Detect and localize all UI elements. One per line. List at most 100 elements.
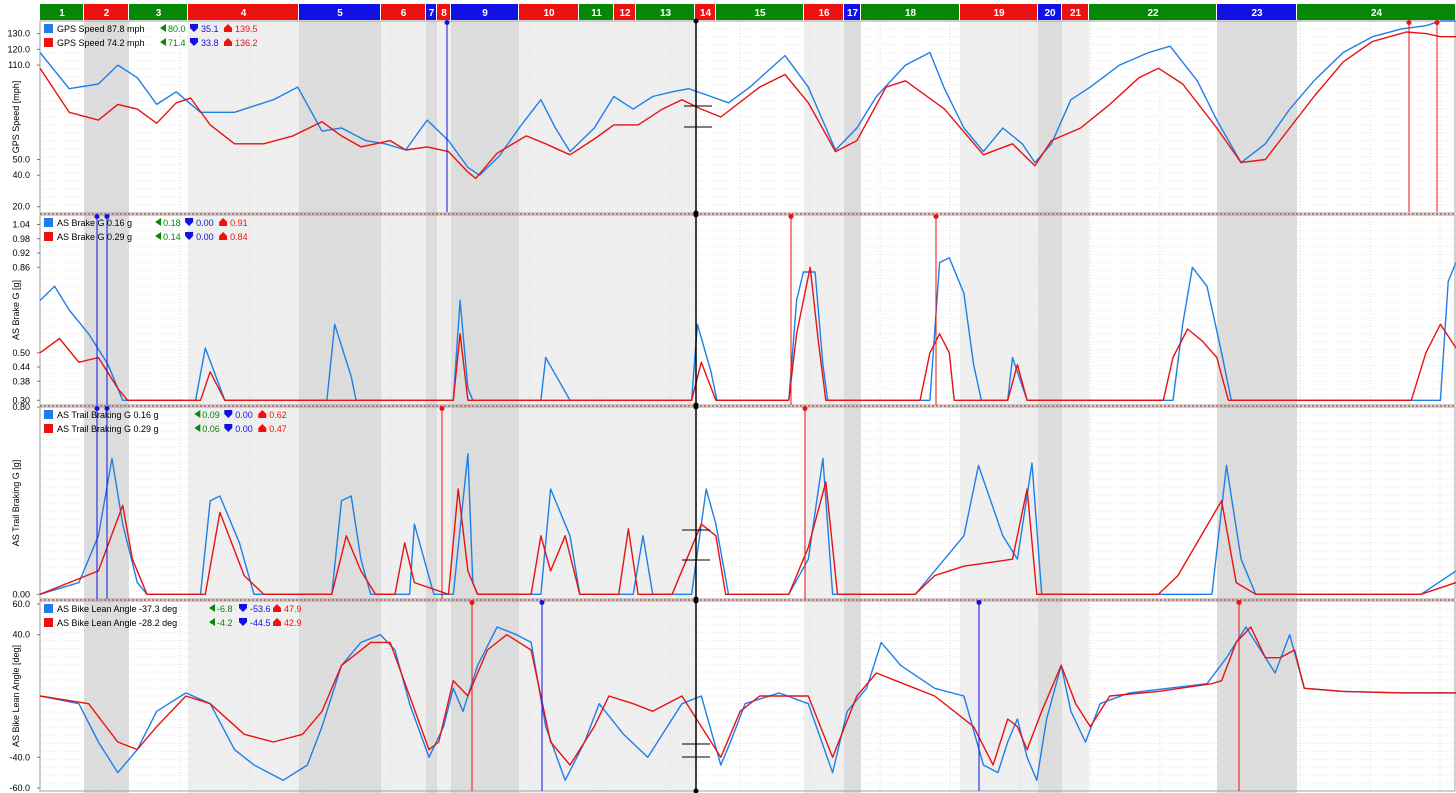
y-axis-title: AS Bike Lean Angle [deg] xyxy=(11,645,21,747)
segment-tab[interactable]: 16 xyxy=(804,4,843,20)
segment-tab-bg xyxy=(1297,4,1455,20)
series-line-blue xyxy=(39,626,1456,781)
segment-tab[interactable]: 12 xyxy=(614,4,635,20)
marker xyxy=(469,600,475,791)
legend-high: 0.91 xyxy=(230,218,248,228)
cursor-handle[interactable] xyxy=(693,18,699,24)
segment-tab-bg xyxy=(299,4,380,20)
legend-low: -44.5 xyxy=(250,618,271,628)
segment-tab-bg xyxy=(636,4,694,20)
segment-label: 16 xyxy=(818,8,830,19)
segment-tab[interactable]: 17 xyxy=(844,4,860,20)
segment-tab[interactable]: 24 xyxy=(1297,4,1455,20)
y-tick-label: 0.30 xyxy=(12,395,30,405)
legend: AS Bike Lean Angle -37.3 deg -6.8 -53.6 47.… xyxy=(44,604,302,628)
min-arrow-icon xyxy=(209,604,215,612)
segment-tab[interactable]: 11 xyxy=(579,4,613,20)
segment-tab-bg xyxy=(695,4,715,20)
marker xyxy=(439,406,445,599)
legend-min: 80.0 xyxy=(168,24,186,34)
segment-tab-bg xyxy=(381,4,425,20)
legend-swatch xyxy=(44,604,53,613)
segment-tab[interactable]: 14 xyxy=(695,4,715,20)
segment-tab[interactable]: 20 xyxy=(1038,4,1061,20)
segment-tab[interactable]: 5 xyxy=(299,4,380,20)
legend-name: AS Bike Lean Angle -37.3 deg xyxy=(57,604,177,614)
segment-tab[interactable]: 1 xyxy=(40,4,83,20)
segment-label: 18 xyxy=(905,8,917,19)
cursor-handle[interactable] xyxy=(693,788,699,793)
segment-tab[interactable]: 23 xyxy=(1217,4,1296,20)
marker-dot xyxy=(1236,600,1242,605)
segment-tab[interactable]: 8 xyxy=(437,4,450,20)
down-arrow-icon xyxy=(239,618,247,626)
y-tick-label: 0.98 xyxy=(12,234,30,244)
segment-bar[interactable]: 1 2 3 4 5 6 7 8 9 10 11 12 13 14 15 16 17 18 19 20 21 22 23 24 xyxy=(40,4,1455,20)
segment-tab[interactable]: 4 xyxy=(188,4,298,20)
segment-label: 1 xyxy=(59,8,65,19)
down-arrow-icon xyxy=(190,24,198,32)
segment-label: 14 xyxy=(700,8,712,19)
series-lines xyxy=(39,20,1456,180)
segment-label: 7 xyxy=(429,8,435,19)
marker-dot xyxy=(94,214,100,219)
legend-high: 139.5 xyxy=(235,24,258,34)
segment-label: 24 xyxy=(1371,8,1383,19)
segment-tab[interactable]: 9 xyxy=(451,4,518,20)
legend-low: 0.00 xyxy=(196,232,214,242)
segment-tab[interactable]: 7 xyxy=(426,4,436,20)
legend-high: 47.9 xyxy=(284,604,302,614)
segment-tab-bg xyxy=(519,4,578,20)
segment-label: 20 xyxy=(1044,8,1056,19)
segment-tab[interactable]: 2 xyxy=(84,4,128,20)
segment-tab[interactable]: 6 xyxy=(381,4,425,20)
legend-min: -6.8 xyxy=(217,604,233,614)
segment-tab[interactable]: 18 xyxy=(861,4,959,20)
segment-tab-bg xyxy=(1062,4,1088,20)
segment-tab[interactable]: 10 xyxy=(519,4,578,20)
y-axis: 0.30 0.38 0.44 0.50 0.86 0.92 0.98 1.04 xyxy=(12,220,40,405)
segment-tab[interactable]: 13 xyxy=(636,4,694,20)
time-cursor[interactable] xyxy=(682,18,712,793)
y-tick-label: 0.80 xyxy=(12,402,30,412)
cursor-handle[interactable] xyxy=(693,598,699,604)
panel-frame xyxy=(39,214,1456,406)
marker-dot xyxy=(444,20,450,25)
legend-row: AS Trail Braking G 0.29 g 0.06 0.00 0.47 xyxy=(44,424,287,434)
legend-row: AS Brake G 0.16 g 0.18 0.00 0.91 xyxy=(44,218,248,228)
marker-dot xyxy=(1406,20,1412,25)
segment-tab[interactable]: 21 xyxy=(1062,4,1088,20)
marker xyxy=(933,214,939,405)
segment-tab[interactable]: 3 xyxy=(129,4,187,20)
legend-min: -4.2 xyxy=(217,618,233,628)
series-lines xyxy=(39,626,1456,781)
cursor-handle[interactable] xyxy=(693,212,699,218)
segment-tab-bg xyxy=(579,4,613,20)
segment-label: 23 xyxy=(1251,8,1263,19)
y-tick-label: 120.0 xyxy=(7,44,30,54)
y-tick-label: 0.44 xyxy=(12,362,30,372)
cursor-handle[interactable] xyxy=(693,404,699,410)
min-arrow-icon xyxy=(155,232,162,240)
y-tick-label: 0.00 xyxy=(12,589,30,599)
legend-min: 0.09 xyxy=(202,410,220,420)
segment-tab[interactable]: 19 xyxy=(960,4,1037,20)
down-arrow-icon xyxy=(185,218,194,226)
marker-dot xyxy=(788,214,794,219)
segment-tab[interactable]: 15 xyxy=(716,4,803,20)
segment-tab[interactable]: 22 xyxy=(1089,4,1216,20)
y-tick-label: 0.86 xyxy=(12,262,30,272)
marker-dot xyxy=(1434,20,1440,25)
legend-low: 0.00 xyxy=(235,410,253,420)
marker-dot xyxy=(439,406,445,411)
y-tick-label: 110.0 xyxy=(8,60,30,70)
segment-tab-bg xyxy=(861,4,959,20)
legend-row: GPS Speed 74.2 mph 71.4 33.8 136.2 xyxy=(44,38,258,48)
y-tick-label: 1.04 xyxy=(12,220,30,230)
y-axis-title: AS Brake G [g] xyxy=(11,280,21,340)
legend-high: 0.47 xyxy=(269,424,287,434)
horizontal-grid xyxy=(40,222,1456,398)
min-arrow-icon xyxy=(155,218,162,226)
segment-tab-bg xyxy=(188,4,298,20)
